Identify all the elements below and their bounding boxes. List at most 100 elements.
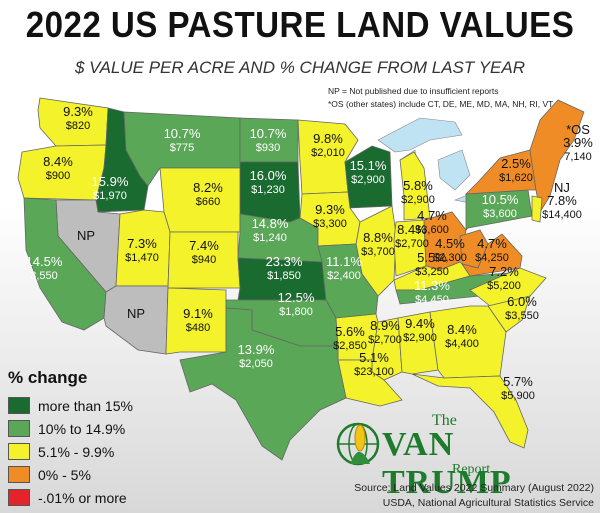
state-label-al: 9.4%$2,900 xyxy=(403,316,437,344)
state-value: $480 xyxy=(186,322,210,334)
state-pct-change: 10.5% xyxy=(482,192,519,207)
state-value: $2,400 xyxy=(327,270,361,282)
state-fl xyxy=(411,373,529,449)
state-value: 3,550 xyxy=(30,270,58,282)
logo-name: VAN TRUMP xyxy=(382,426,512,501)
state-label-nv: NP xyxy=(77,228,95,243)
state-label-co: 7.4%$940 xyxy=(189,238,219,266)
state-pct-change: 5.5% xyxy=(417,250,447,265)
state-pct-change: 7.4% xyxy=(189,238,219,253)
state-label-or: 8.4%$900 xyxy=(43,154,73,182)
state-value: $3,600 xyxy=(415,224,449,236)
state-value: $940 xyxy=(192,254,216,266)
state-value: $2,900 xyxy=(401,194,435,206)
legend-label: 10% to 14.9% xyxy=(38,420,126,437)
legend-swatch xyxy=(8,397,30,414)
state-label-ms: 8.9%$2,700 xyxy=(368,318,402,346)
state-value: $1,230 xyxy=(251,184,285,196)
state-pct-change: 13.9% xyxy=(238,342,275,357)
state-label-ut: 7.3%$1,470 xyxy=(125,236,159,264)
state-pct-change: 5.7% xyxy=(503,374,533,389)
state-value: $930 xyxy=(256,142,280,154)
state-la xyxy=(337,359,403,407)
source-line: USDA, National Agricultural Statistics S… xyxy=(382,497,594,509)
logo-report: Report xyxy=(452,462,491,477)
state-pct-change: 6.0% xyxy=(507,294,537,309)
state-pct-change: 8.8% xyxy=(363,230,393,245)
state-value: 3.9% xyxy=(563,135,593,150)
state-value: $5,900 xyxy=(501,390,535,402)
state-value: $1,970 xyxy=(93,190,127,202)
state-value: $2,850 xyxy=(333,340,367,352)
state-pct-change: 4.7% xyxy=(417,208,447,223)
state-label-in: 8.4%$2,700 xyxy=(395,222,429,250)
state-al xyxy=(397,311,439,375)
legend-item: more than 15% xyxy=(8,394,133,417)
state-label-sd: 16.0%$1,230 xyxy=(250,168,287,196)
state-pct-change: 8.4% xyxy=(447,322,477,337)
state-va xyxy=(461,233,523,277)
state-pct-change: 8.4% xyxy=(397,222,427,237)
state-tx xyxy=(179,307,347,461)
map-subtitle: $ VALUE PER ACRE AND % CHANGE FROM LAST … xyxy=(75,58,525,77)
state-pct-change: 4.7% xyxy=(477,236,507,251)
state-pct-change: 8.2% xyxy=(193,180,223,195)
state-pct-change: 4.5% xyxy=(435,236,465,251)
source-line: Source: Land Values 2022 Summary (August… xyxy=(354,482,594,494)
state-label-ca: 14.5%3,550 xyxy=(26,254,63,282)
state-label-nc: 7.2%$5,200 xyxy=(487,264,521,292)
state-label-wv: 4.5%$2,300 xyxy=(433,236,467,264)
state-label-nd: 10.7%$930 xyxy=(250,126,287,154)
state-pct-change: 10.7% xyxy=(250,126,287,141)
legend-title: % change xyxy=(8,368,88,387)
logo-the: The xyxy=(432,412,457,429)
state-label-la: 5.1%$23,100 xyxy=(354,350,394,378)
state-value: $1,850 xyxy=(267,270,301,282)
state-value: $820 xyxy=(66,120,90,132)
state-value: $2,900 xyxy=(403,332,437,344)
state-label-pa: 10.5%$3,600 xyxy=(482,192,519,220)
state-pct-change: 8.9% xyxy=(370,318,400,333)
state-value: $2,010 xyxy=(311,147,345,159)
state-value: $23,100 xyxy=(354,366,394,378)
state-value: $3,700 xyxy=(361,246,395,258)
legend-swatch xyxy=(8,420,30,437)
state-pct-change: 11.3% xyxy=(414,278,450,293)
state-pct-change: 7.2% xyxy=(489,264,519,279)
state-label-ne: 14.8%$1,240 xyxy=(252,216,289,244)
state-pct-change: 9.3% xyxy=(63,104,93,119)
state-in xyxy=(393,219,427,277)
state-value: 7,140 xyxy=(564,151,592,163)
note-other-states: *OS (other states) include CT, DE, ME, M… xyxy=(328,99,554,109)
state-value: $1,240 xyxy=(253,232,287,244)
state-label-wi: 15.1%$2,900 xyxy=(350,158,387,186)
state-value: $4,250 xyxy=(475,252,509,264)
legend-swatch xyxy=(8,489,30,506)
state-pct-change: 23.3% xyxy=(266,254,303,269)
state-label-va: 4.7%$4,250 xyxy=(475,236,509,264)
state-pct-change: 14.8% xyxy=(252,216,289,231)
state-ca xyxy=(23,197,107,331)
globe-corn-icon xyxy=(336,422,380,466)
state-nm xyxy=(165,287,227,355)
state-value: $1,800 xyxy=(279,306,313,318)
state-pct-change: NJ xyxy=(554,180,570,195)
legend-label: 0% - 5% xyxy=(38,466,91,483)
state-pct-change: 9.1% xyxy=(183,306,213,321)
state-value: $3,250 xyxy=(415,266,449,278)
state-value: $3,600 xyxy=(483,208,517,220)
legend-item: -.01% or more xyxy=(8,486,133,509)
state-pct-change: 9.3% xyxy=(315,202,345,217)
state-pct-change: 8.4% xyxy=(43,154,73,169)
legend-item: 10% to 14.9% xyxy=(8,417,133,440)
legend: % change more than 15% 10% to 14.9% 5.1%… xyxy=(8,368,133,509)
state-label-os: *OS3.9%7,140 xyxy=(563,122,593,163)
state-pct-change: 14.5% xyxy=(26,254,63,269)
state-label-ky: 5.5%$3,250 xyxy=(415,250,449,278)
note-np: NP = Not published due to insufficient r… xyxy=(328,86,499,96)
state-pct-change: 5.1% xyxy=(359,350,389,365)
state-label-wa: 9.3%$820 xyxy=(63,104,93,132)
state-pct-change: 7.3% xyxy=(127,236,157,251)
map-title: 2022 US PASTURE LAND VALUES xyxy=(25,4,575,45)
state-label-ks: 23.3%$1,850 xyxy=(266,254,303,282)
